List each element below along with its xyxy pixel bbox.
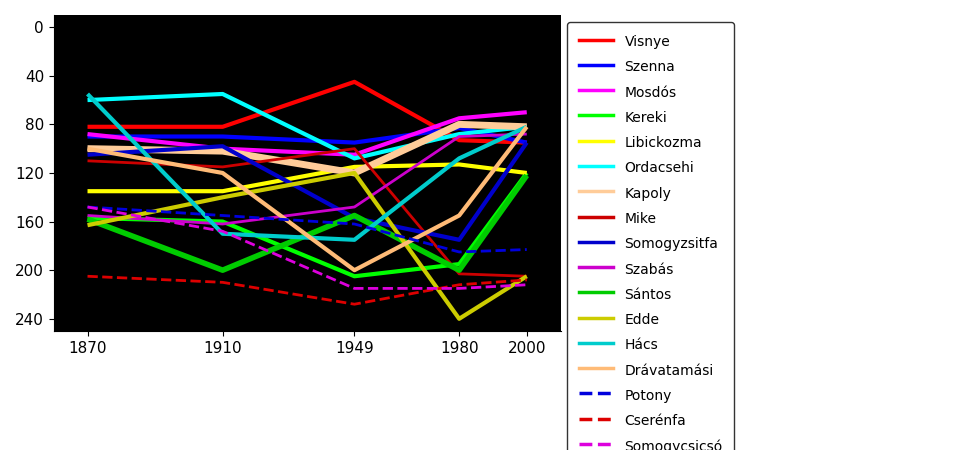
Legend: Visnye, Szenna, Mosdós, Kereki, Libickozma, Ordacsehi, Kapoly, Mike, Somogyzsitf: Visnye, Szenna, Mosdós, Kereki, Libickoz…: [567, 22, 733, 450]
